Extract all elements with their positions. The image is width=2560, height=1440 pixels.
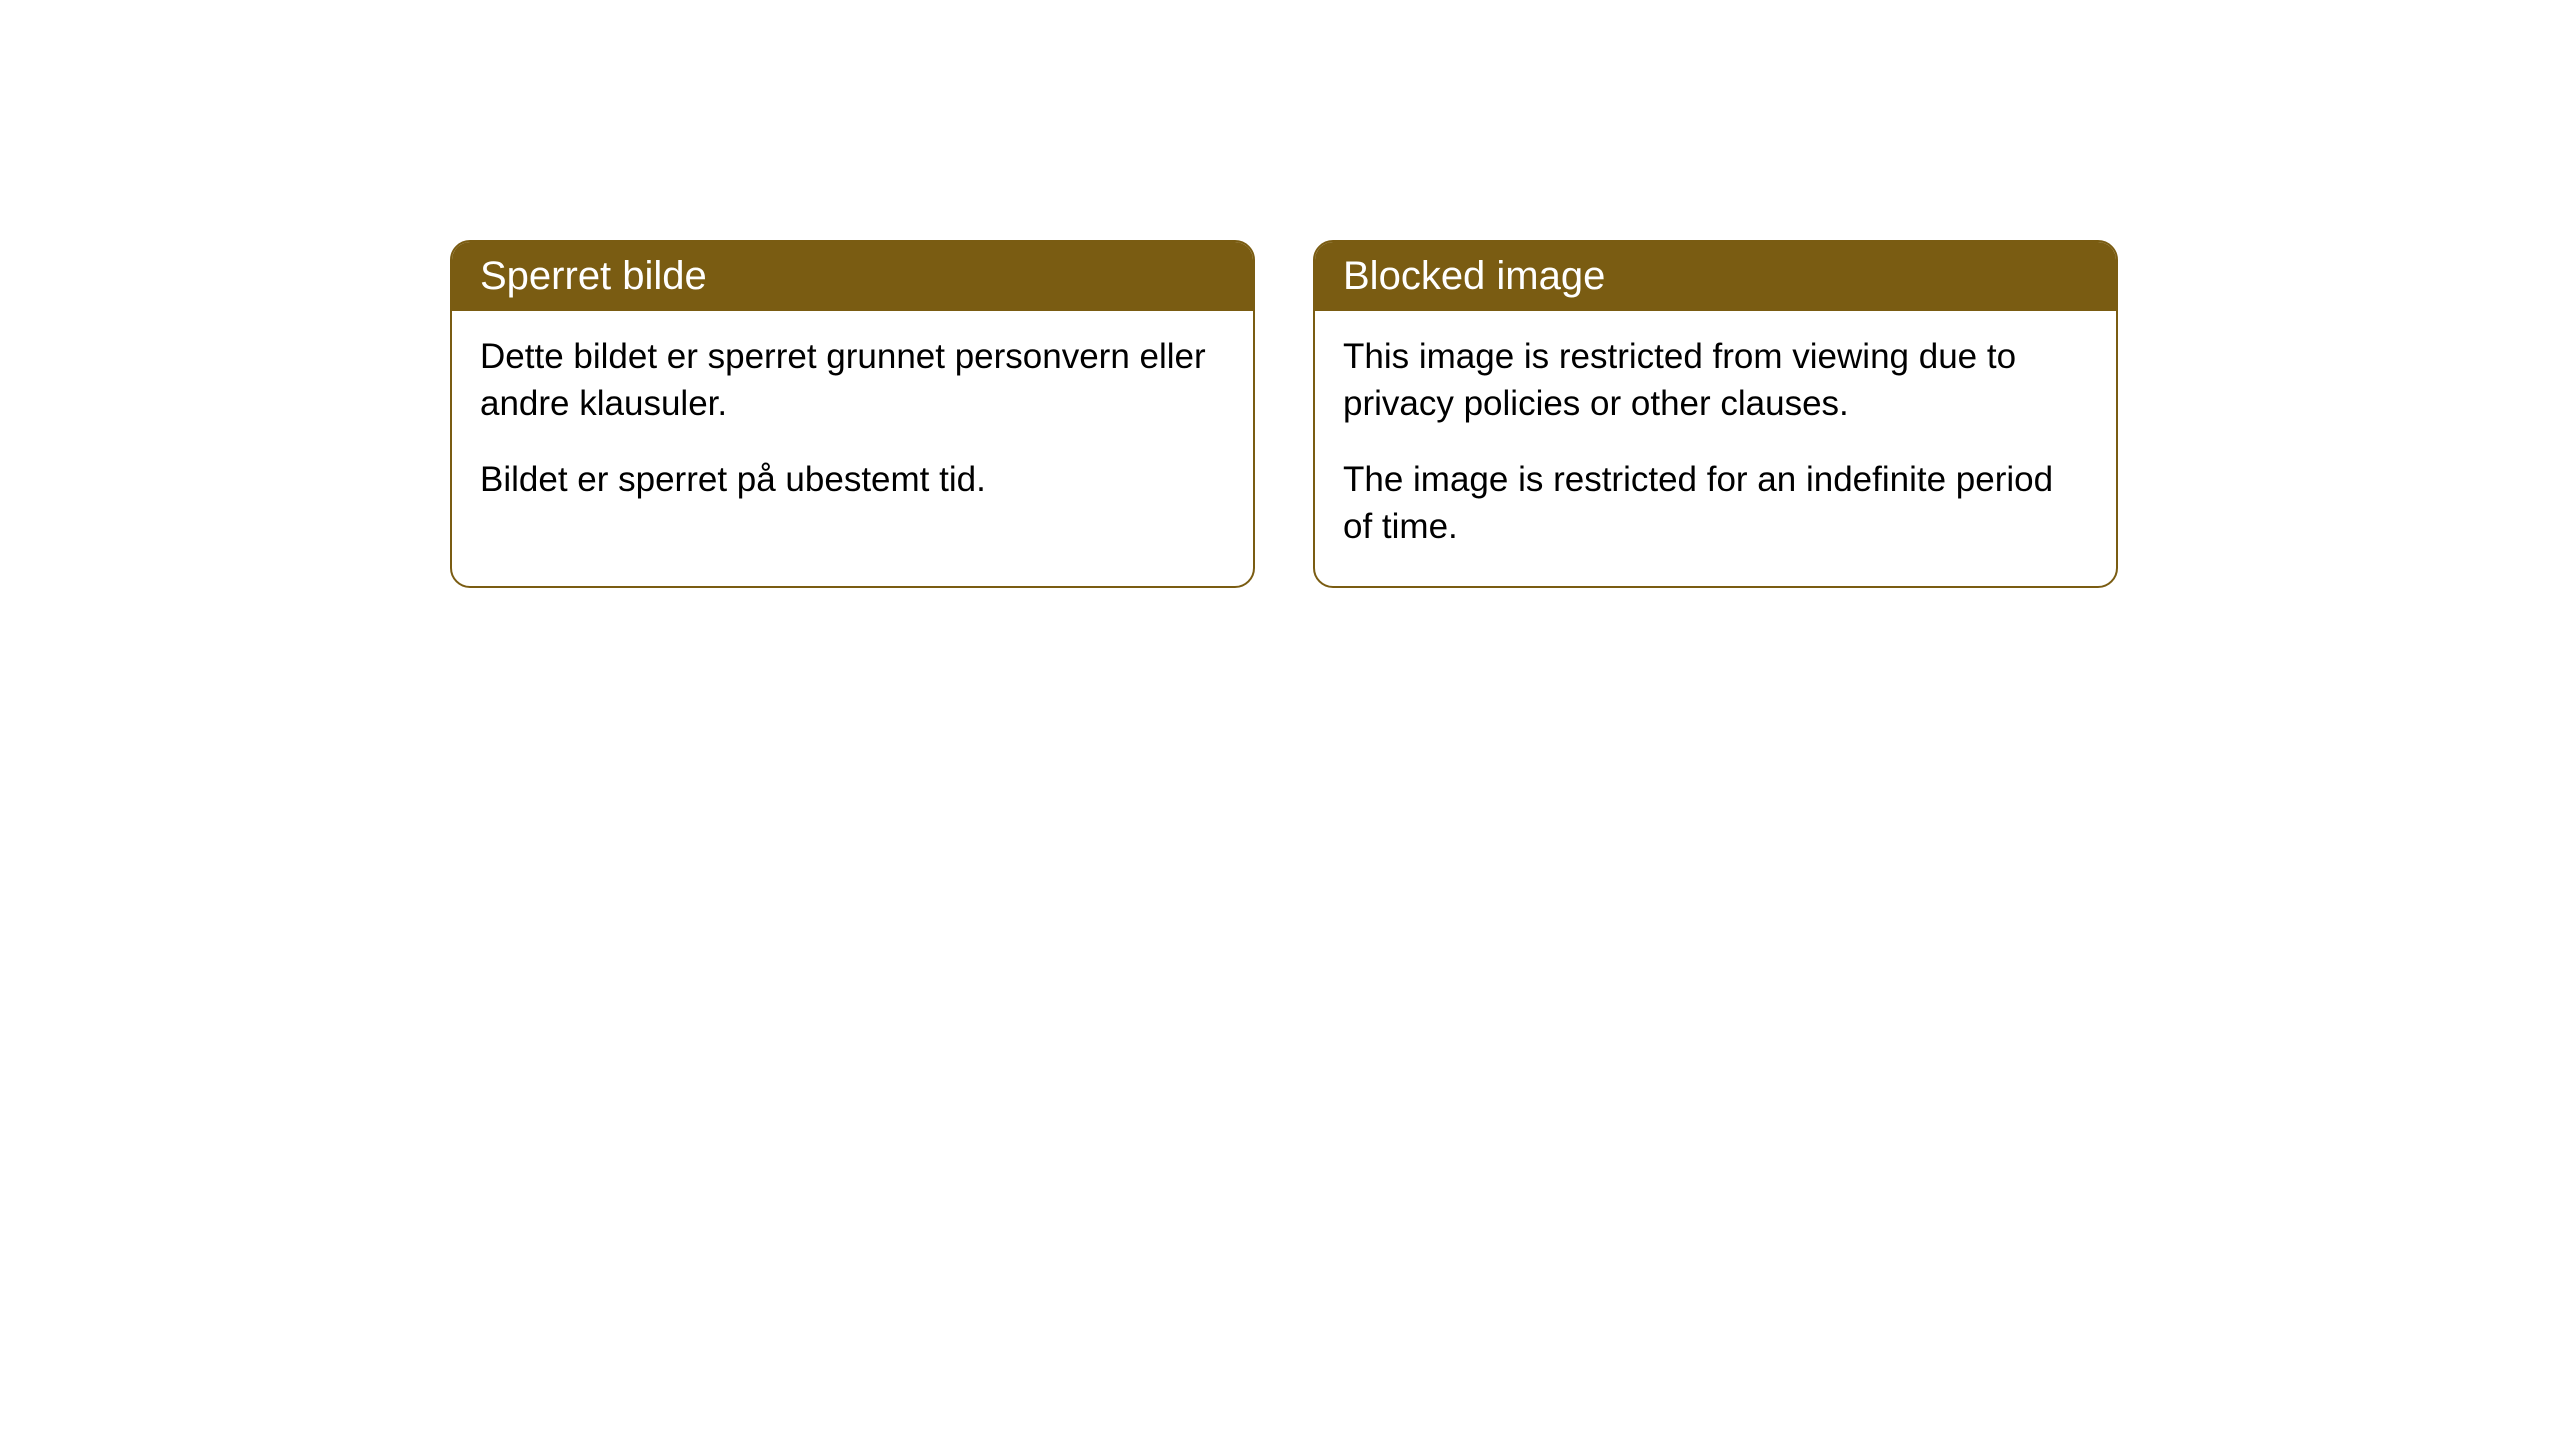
notice-card-english: Blocked image This image is restricted f…: [1313, 240, 2118, 588]
card-body: This image is restricted from viewing du…: [1315, 311, 2116, 586]
card-header: Blocked image: [1315, 242, 2116, 311]
notice-cards-container: Sperret bilde Dette bildet er sperret gr…: [450, 240, 2118, 588]
card-title: Sperret bilde: [480, 254, 707, 298]
card-paragraph: Dette bildet er sperret grunnet personve…: [480, 333, 1225, 428]
card-header: Sperret bilde: [452, 242, 1253, 311]
notice-card-norwegian: Sperret bilde Dette bildet er sperret gr…: [450, 240, 1255, 588]
card-paragraph: Bildet er sperret på ubestemt tid.: [480, 456, 1225, 503]
card-title: Blocked image: [1343, 254, 1605, 298]
card-body: Dette bildet er sperret grunnet personve…: [452, 311, 1253, 539]
card-paragraph: This image is restricted from viewing du…: [1343, 333, 2088, 428]
card-paragraph: The image is restricted for an indefinit…: [1343, 456, 2088, 551]
